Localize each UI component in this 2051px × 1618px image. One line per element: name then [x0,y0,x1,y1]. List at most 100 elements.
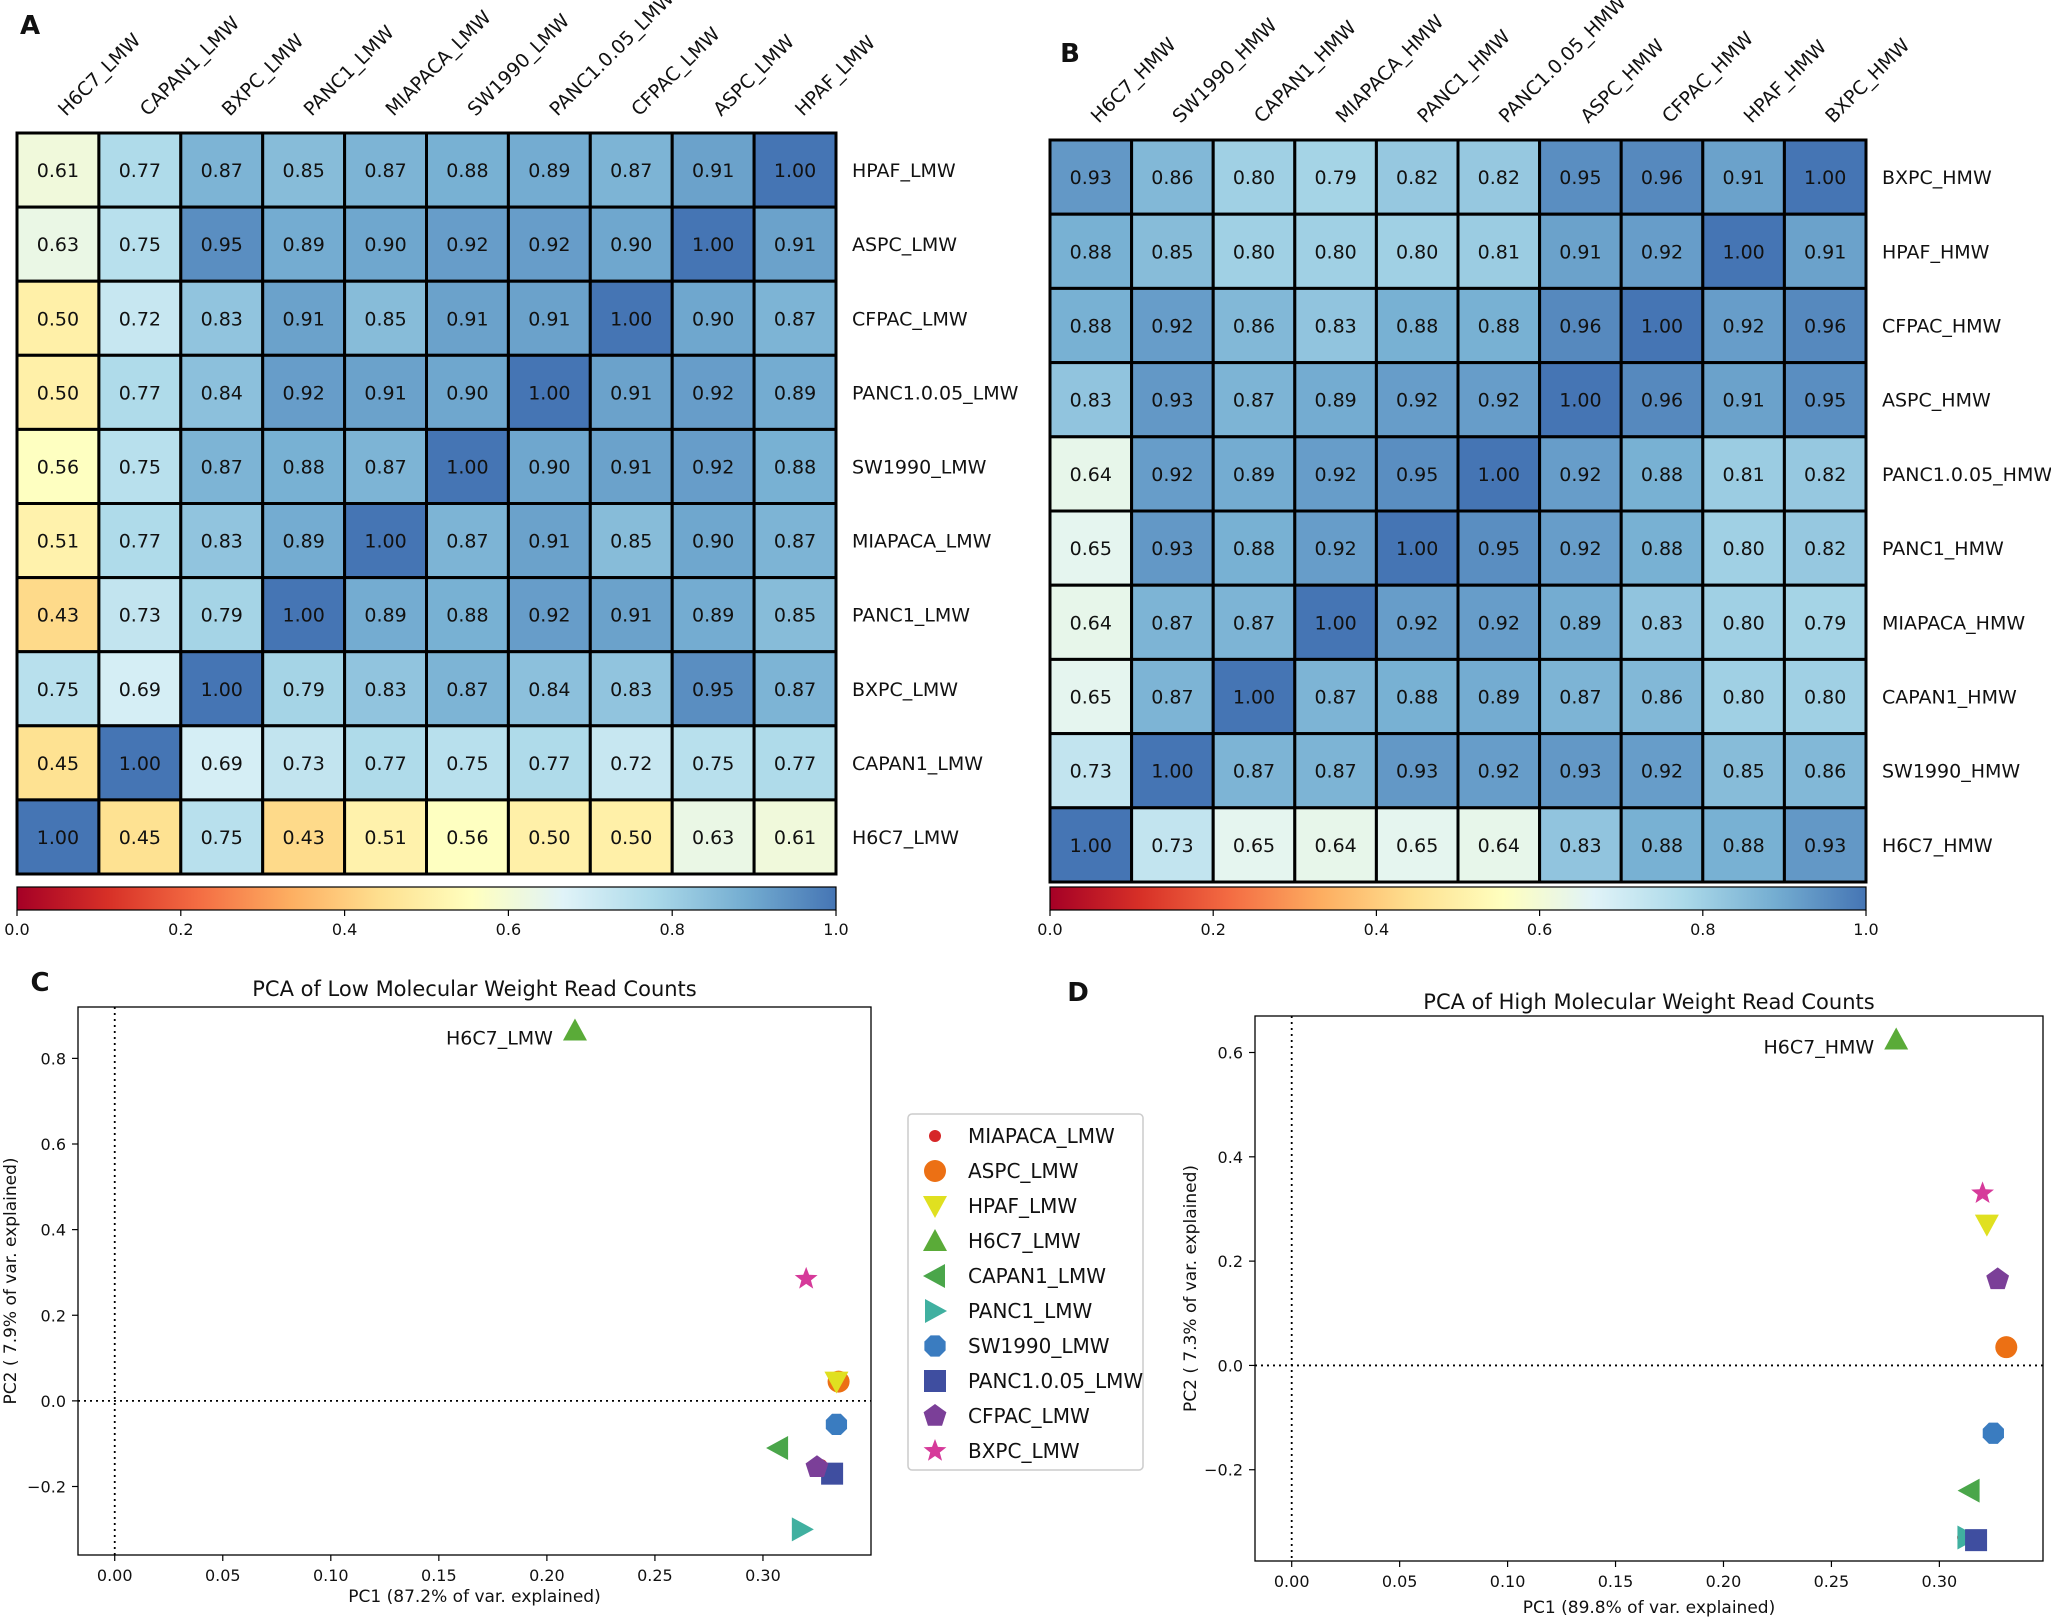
cell-value: 0.87 [201,160,243,182]
cell-value: 0.89 [364,605,406,627]
row-label: H6C7_LMW [852,827,959,849]
heatmap-cell [1130,435,1215,513]
cell-value: 0.89 [528,160,570,182]
row-label: H6C7_HMW [1882,835,1993,857]
cell-value: 0.82 [1396,167,1438,189]
cell-value: 0.85 [610,531,652,553]
heatmap-cell [1211,138,1297,216]
y-tick-label: 0.2 [1218,1252,1243,1271]
cell-value: 0.92 [1151,316,1193,338]
cell-value: 0.96 [1641,167,1683,189]
heatmap-cell [425,576,510,654]
heatmap-cell [343,798,429,876]
cell-value: 0.89 [692,605,734,627]
cell-value: 0.80 [1314,241,1356,263]
cell-value: 0.80 [1804,687,1846,709]
heatmap-cell [1701,732,1786,810]
cell-value: 0.91 [282,308,324,330]
cell-value: 0.85 [282,160,324,182]
heatmap-cell [1048,361,1134,439]
legend-entry: CFPAC_LMW [968,1404,1090,1428]
heatmap-cell [1456,138,1542,216]
cell-value: 0.85 [1722,761,1764,783]
heatmap-cell [588,798,674,876]
row-label: CFPAC_HMW [1882,316,2002,338]
x-tick-label: 0.25 [1814,1572,1850,1591]
marker-shape [924,1160,946,1182]
cell-value: 1.00 [1478,464,1520,486]
cell-value: 0.80 [1722,538,1764,560]
heatmap-cell [752,131,838,209]
heatmap-cell [506,279,592,357]
column-label: ASPC_LMW [709,31,799,121]
cell-value: 0.88 [1233,538,1275,560]
marker-shape [923,1439,947,1461]
cell-value: 0.92 [1559,538,1601,560]
colorbar-tick-label: 0.0 [4,920,29,939]
marker-shape [766,1435,789,1460]
marker-shape [1884,1027,1909,1050]
column-label: BXPC_LMW [218,30,309,121]
heatmap-cell [1456,286,1542,365]
row-label: BXPC_LMW [852,679,958,701]
heatmap-cell [506,798,592,876]
cell-value: 1.00 [1641,316,1683,338]
row-label: PANC1_HMW [1882,538,2004,560]
cell-value: 0.69 [119,679,161,701]
cell-value: 0.87 [1151,612,1193,634]
cell-value: 0.85 [1151,241,1193,263]
cell-value: 0.87 [201,456,243,478]
cell-value: 0.50 [528,827,570,849]
marker-shape [805,1455,829,1477]
point-annotation: H6C7_LMW [446,1028,553,1050]
point-panc1-lmw [791,1517,814,1542]
heatmap-cell [179,502,265,580]
cell-value: 0.65 [1396,835,1438,857]
marker-shape [791,1517,814,1542]
cell-value: 0.92 [692,456,734,478]
cell-value: 0.51 [364,827,406,849]
marker-shape [1971,1181,1994,1204]
chart-title: PCA of High Molecular Weight Read Counts [1423,990,1874,1014]
marker-shape [923,1404,947,1426]
cell-value: 0.88 [1641,538,1683,560]
heatmap-cell [1293,806,1378,884]
x-tick-label: 0.20 [529,1566,565,1585]
cell-value: 0.89 [282,531,324,553]
column-label: H6C7_HMW [1087,34,1181,128]
point-aspc-hmw [1995,1336,2018,1359]
cell-value: 0.87 [1233,390,1275,412]
column-label: HPAF_HMW [1740,36,1832,128]
row-label: MIAPACA_LMW [852,531,992,553]
cell-value: 0.87 [1314,761,1356,783]
heatmap-cell [1456,657,1542,736]
y-tick-label: 0.0 [1218,1356,1243,1375]
cell-value: 0.89 [1314,390,1356,412]
heatmap-cell [1782,212,1868,290]
panel-letter: D [1067,978,1089,1008]
heatmap-cell [1538,583,1623,661]
y-tick-label: 0.6 [1218,1044,1243,1063]
colorbar-tick-label: 0.4 [1364,920,1389,939]
cell-value: 0.88 [446,160,488,182]
cell-value: 0.83 [610,679,652,701]
x-tick-label: 0.30 [745,1566,781,1585]
chart-title: PCA of Low Molecular Weight Read Counts [252,977,697,1001]
cell-value: 0.95 [692,679,734,701]
cell-value: 0.91 [1722,390,1764,412]
heatmap-cell [670,650,756,728]
x-tick-label: 0.00 [97,1566,133,1585]
cell-value: 1.00 [692,234,734,256]
heatmap-cell [15,502,101,580]
panel-letter: B [1060,39,1080,69]
point-h6c7-lmw [562,1018,587,1041]
cell-value: 0.87 [774,679,816,701]
legend-marker [925,1299,947,1323]
point-capan1-lmw [766,1435,789,1460]
y-axis-title: PC2 ( 7.3% of var. explained) [1181,1165,1201,1412]
heatmap-cell [1782,732,1868,810]
heatmap-cell [97,427,183,505]
row-label: PANC1_LMW [852,605,970,627]
heatmap-cell [261,502,347,580]
heatmap-cell [752,427,838,505]
